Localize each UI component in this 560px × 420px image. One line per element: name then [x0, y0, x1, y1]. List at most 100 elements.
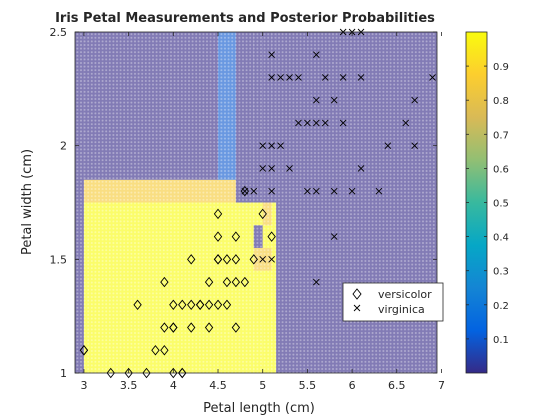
point-versicolor [79, 345, 89, 356]
point-versicolor [267, 231, 276, 242]
colorbar-tick-label: 0.5 [493, 199, 509, 210]
x-tick-label: 6 [349, 379, 356, 392]
axes-box [74, 31, 438, 374]
x-axis-ticks: 3 3.5 4 4.5 5 5.5 6 6.5 7 [80, 32, 445, 392]
point-virginica [250, 187, 258, 195]
point-versicolor [231, 322, 241, 333]
point-virginica [384, 142, 392, 149]
y-axis-ticks: 1 1.5 2 2.5 [50, 26, 437, 380]
legend-diamond-marker [352, 288, 362, 300]
plot-area: 3 3.5 4 4.5 5 5.5 6 6.5 7 1 1.5 2 2.5 [50, 26, 445, 392]
point-versicolor [142, 367, 151, 379]
point-versicolor [106, 367, 115, 379]
point-virginica [339, 74, 347, 81]
point-versicolor [133, 299, 142, 311]
colorbar-tick-label: 0.4 [493, 233, 509, 244]
x-tick-label: 7 [438, 379, 445, 392]
point-versicolor [187, 322, 196, 333]
point-versicolor [169, 299, 178, 311]
point-virginica [268, 165, 275, 172]
point-versicolor [160, 276, 169, 288]
point-versicolor [160, 322, 169, 333]
x-tick-label: 3 [80, 379, 87, 392]
colorbar: 0.1 0.2 0.3 0.4 0.5 0.6 0.7 0.8 0.9 [465, 31, 509, 374]
legend-label-versicolor: versicolor [378, 288, 432, 301]
legend-label-virginica: virginica [378, 303, 425, 316]
point-virginica [304, 187, 311, 195]
point-virginica [295, 119, 302, 127]
point-versicolor [169, 367, 178, 379]
point-virginica [330, 96, 338, 104]
point-virginica [313, 96, 320, 104]
point-virginica [313, 119, 320, 127]
legend-entry-versicolor: versicolor [352, 288, 432, 301]
point-virginica [304, 119, 311, 127]
point-virginica [259, 142, 267, 149]
chart-title: Iris Petal Measurements and Posterior Pr… [55, 11, 435, 26]
legend-x-marker [353, 304, 361, 312]
colorbar-tick-label: 0.7 [493, 130, 509, 141]
point-virginica [357, 74, 365, 81]
point-virginica [286, 165, 293, 172]
point-virginica [259, 165, 267, 172]
data-points [79, 28, 436, 379]
point-versicolor [187, 254, 196, 265]
point-versicolor [231, 231, 241, 242]
point-versicolor [178, 367, 187, 379]
point-virginica [277, 142, 284, 149]
legend: versicolor virginica [342, 282, 444, 322]
point-virginica [402, 119, 410, 127]
point-versicolor [240, 185, 250, 197]
colorbar-tick-label: 0.8 [493, 96, 509, 107]
colorbar-tick-label: 0.3 [493, 267, 509, 278]
point-virginica [268, 142, 275, 149]
point-versicolor [231, 276, 241, 288]
point-versicolor [213, 208, 223, 220]
point-virginica [313, 278, 320, 286]
point-versicolor [222, 276, 232, 288]
point-virginica [268, 74, 275, 81]
point-versicolor [213, 231, 223, 242]
colorbar-gradient [465, 31, 488, 374]
colorbar-ticks: 0.1 0.2 0.3 0.4 0.5 0.6 0.7 0.8 0.9 [466, 62, 509, 346]
point-versicolor [213, 299, 223, 311]
point-virginica [277, 74, 284, 81]
point-virginica [330, 233, 338, 240]
point-versicolor [240, 276, 250, 288]
point-virginica [295, 74, 302, 81]
point-virginica [313, 51, 320, 59]
point-virginica [268, 187, 275, 195]
point-virginica [357, 165, 365, 172]
point-versicolor [195, 299, 205, 311]
point-virginica [375, 187, 383, 195]
point-versicolor [178, 299, 187, 311]
legend-entry-virginica: virginica [353, 303, 425, 316]
x-tick-label: 5.5 [299, 379, 317, 392]
point-virginica [411, 96, 418, 104]
point-versicolor [160, 345, 169, 356]
point-versicolor [169, 322, 178, 333]
point-versicolor [231, 254, 241, 265]
point-versicolor [258, 208, 267, 220]
point-versicolor [204, 276, 214, 288]
x-tick-label: 4.5 [209, 379, 227, 392]
point-virginica [321, 74, 329, 81]
point-versicolor [204, 299, 214, 311]
grid-dot-texture [75, 32, 437, 373]
y-tick-label: 1 [60, 367, 67, 380]
x-axis-label: Petal length (cm) [203, 401, 315, 416]
y-tick-label: 1.5 [50, 253, 68, 266]
x-tick-label: 4 [170, 379, 177, 392]
point-virginica [411, 142, 418, 149]
colorbar-tick-label: 0.6 [493, 164, 509, 175]
point-versicolor [151, 345, 160, 356]
point-virginica [330, 187, 338, 195]
colorbar-tick-label: 0.1 [493, 335, 509, 346]
legend-box [342, 282, 444, 322]
point-virginica [429, 74, 436, 81]
point-virginica [348, 187, 356, 195]
y-axis-label: Petal width (cm) [20, 149, 35, 255]
point-versicolor [204, 322, 214, 333]
point-virginica [286, 74, 293, 81]
point-virginica [268, 256, 275, 263]
